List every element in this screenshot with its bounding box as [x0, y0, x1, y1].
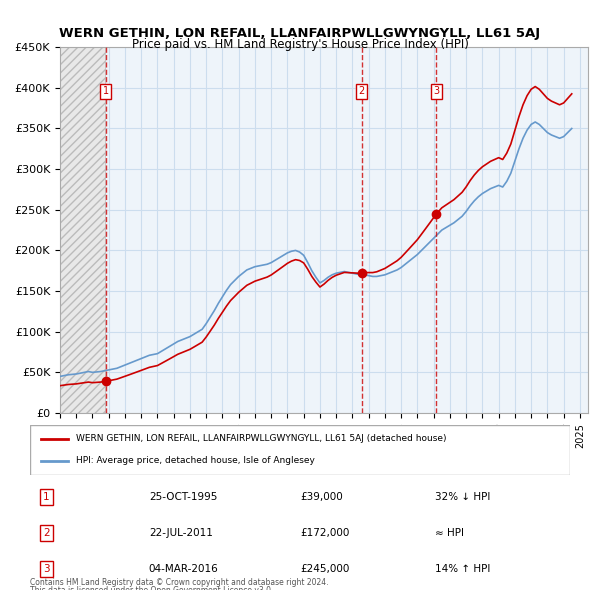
Text: Price paid vs. HM Land Registry's House Price Index (HPI): Price paid vs. HM Land Registry's House …	[131, 38, 469, 51]
Text: This data is licensed under the Open Government Licence v3.0.: This data is licensed under the Open Gov…	[30, 586, 274, 590]
Text: 2: 2	[358, 86, 365, 96]
Text: £245,000: £245,000	[300, 564, 349, 574]
Text: 32% ↓ HPI: 32% ↓ HPI	[435, 492, 490, 502]
Text: 14% ↑ HPI: 14% ↑ HPI	[435, 564, 490, 574]
Text: 25-OCT-1995: 25-OCT-1995	[149, 492, 217, 502]
Text: £39,000: £39,000	[300, 492, 343, 502]
Text: HPI: Average price, detached house, Isle of Anglesey: HPI: Average price, detached house, Isle…	[76, 457, 315, 466]
Text: WERN GETHIN, LON REFAIL, LLANFAIRPWLLGWYNGYLL, LL61 5AJ (detached house): WERN GETHIN, LON REFAIL, LLANFAIRPWLLGWY…	[76, 434, 446, 443]
Text: 1: 1	[103, 86, 109, 96]
Text: 3: 3	[433, 86, 439, 96]
Text: 22-JUL-2011: 22-JUL-2011	[149, 528, 212, 538]
Text: WERN GETHIN, LON REFAIL, LLANFAIRPWLLGWYNGYLL, LL61 5AJ: WERN GETHIN, LON REFAIL, LLANFAIRPWLLGWY…	[59, 27, 541, 40]
Text: 04-MAR-2016: 04-MAR-2016	[149, 564, 218, 574]
Text: 3: 3	[43, 564, 50, 574]
FancyBboxPatch shape	[30, 425, 570, 475]
Text: 1: 1	[43, 492, 50, 502]
Text: £172,000: £172,000	[300, 528, 349, 538]
Text: Contains HM Land Registry data © Crown copyright and database right 2024.: Contains HM Land Registry data © Crown c…	[30, 578, 329, 587]
Text: 2: 2	[43, 528, 50, 538]
Text: ≈ HPI: ≈ HPI	[435, 528, 464, 538]
